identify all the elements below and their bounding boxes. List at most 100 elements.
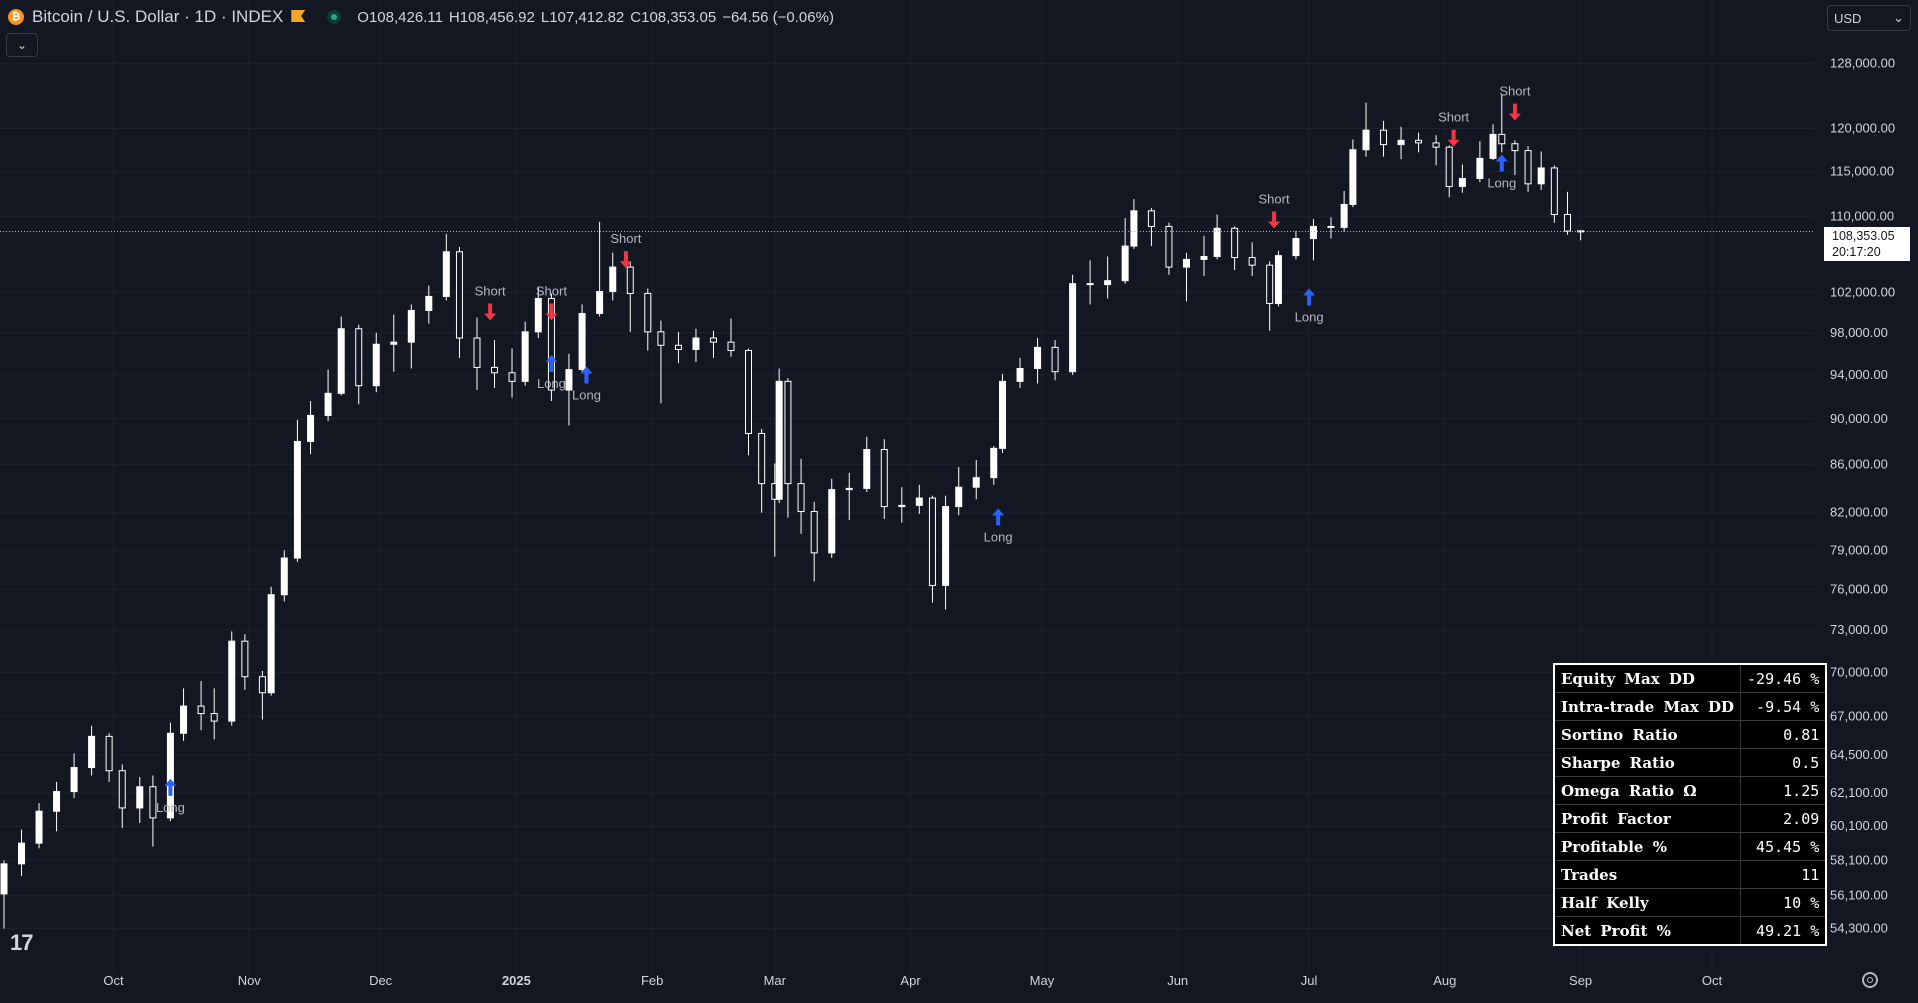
candle-body: [1034, 346, 1042, 369]
currency-label: USD: [1834, 10, 1862, 26]
signal-label-long: Long: [537, 376, 566, 391]
stats-label: Net Profit %: [1553, 916, 1742, 946]
candle-body: [337, 328, 345, 394]
candle-body: [784, 380, 792, 485]
candle-body: [88, 735, 96, 769]
currency-select[interactable]: USD ⌄: [1827, 5, 1911, 31]
candle-body: [228, 640, 236, 722]
candle-body: [1537, 167, 1545, 185]
stats-row: Sortino Ratio 0.81: [1553, 720, 1827, 749]
candle-body: [455, 251, 463, 339]
stats-row: Trades 11: [1553, 860, 1827, 889]
y-tick-label: 58,100.00: [1830, 852, 1888, 867]
candle-body: [674, 344, 682, 350]
y-tick-label: 82,000.00: [1830, 505, 1888, 520]
candle-body: [35, 810, 43, 844]
candle-body: [745, 350, 753, 434]
short-arrow-icon: [1447, 129, 1460, 147]
candle-body: [942, 506, 950, 586]
x-tick-label: Sep: [1569, 973, 1592, 988]
signal-label-short: Short: [1259, 192, 1290, 207]
bitcoin-icon: ₿: [8, 9, 24, 25]
candle-body: [473, 337, 481, 368]
stats-row: Equity Max DD -29.46 %: [1553, 663, 1827, 693]
chevron-down-icon: ⌄: [1893, 10, 1904, 25]
candle-body: [1182, 258, 1190, 268]
candle-body: [915, 497, 923, 506]
candle-body: [1231, 227, 1239, 258]
last-price-value: 108,353.05: [1832, 229, 1895, 243]
candle-body: [442, 251, 450, 297]
candle-body: [136, 786, 144, 809]
y-tick-label: 64,500.00: [1830, 747, 1888, 762]
candle-body: [1445, 146, 1453, 187]
stats-label: Profitable %: [1553, 832, 1742, 861]
long-arrow-icon: [545, 354, 558, 372]
x-tick-label: Dec: [369, 973, 393, 988]
candle-body: [1563, 213, 1571, 232]
candle-body: [180, 705, 188, 734]
long-arrow-icon: [580, 366, 593, 384]
candle-body: [1476, 157, 1484, 179]
signal-label-long: Long: [1487, 176, 1516, 191]
y-tick-label: 115,000.00: [1830, 163, 1894, 178]
market-status-icon: [327, 10, 342, 24]
stats-value: 11: [1740, 860, 1827, 889]
strategy-stats-table: Equity Max DD -29.46 % Intra-trade Max DD -…: [1553, 663, 1828, 946]
long-arrow-icon: [992, 508, 1005, 526]
candle-body: [1550, 167, 1558, 215]
signal-label-short: Short: [536, 284, 567, 299]
candle-body: [210, 713, 218, 722]
long-arrow-icon: [1495, 154, 1508, 172]
flag-icon[interactable]: [291, 10, 305, 24]
signal-label-long: Long: [572, 388, 601, 403]
short-arrow-icon: [545, 303, 558, 321]
candle-body: [0, 863, 8, 895]
candle-body: [1340, 203, 1348, 228]
candle-body: [1104, 280, 1112, 286]
candle-body: [1200, 256, 1208, 260]
candle-body: [1415, 139, 1423, 144]
tradingview-logo[interactable]: 17: [10, 930, 34, 955]
candle-body: [105, 735, 113, 772]
candle-body: [1147, 210, 1155, 227]
candle-body: [1362, 129, 1370, 151]
y-tick-label: 110,000.00: [1830, 208, 1894, 223]
candle-body: [390, 341, 398, 345]
candle-body: [1432, 142, 1440, 148]
gear-icon[interactable]: [1862, 972, 1878, 988]
signal-label-long: Long: [1295, 310, 1324, 325]
stats-row: Omega Ratio Ω 1.25: [1553, 776, 1827, 805]
stats-value: 1.25: [1740, 776, 1827, 805]
y-tick-label: 62,100.00: [1830, 785, 1888, 800]
candle-body: [758, 432, 766, 485]
candle-body: [828, 489, 836, 554]
stats-label: Omega Ratio Ω: [1553, 776, 1742, 805]
short-arrow-icon: [484, 303, 497, 321]
y-tick-label: 70,000.00: [1830, 664, 1888, 679]
candle-body: [880, 449, 888, 508]
stats-value: 45.45 %: [1740, 832, 1827, 861]
y-tick-label: 54,300.00: [1830, 921, 1888, 936]
candle-body: [1498, 133, 1506, 145]
symbol-title[interactable]: Bitcoin / U.S. Dollar · 1D · INDEX: [32, 7, 284, 26]
ohlc-low: L107,412.82: [540, 8, 625, 26]
candle-body: [53, 791, 61, 812]
ohlc-change: −64.56 (−0.06%): [722, 8, 834, 26]
ohlc-readout: O108,426.11 H108,456.92 L107,412.82 C108…: [357, 9, 834, 26]
candle-body: [999, 380, 1007, 449]
candle-body: [644, 292, 652, 333]
candle-body: [307, 414, 315, 442]
candle-body: [118, 770, 126, 809]
candle-body: [1511, 143, 1519, 152]
candle-body: [1248, 256, 1256, 266]
signal-label-short: Short: [1438, 110, 1469, 125]
candle-body: [1349, 149, 1357, 205]
candle-body: [775, 380, 783, 500]
ohlc-close: C108,353.05: [630, 8, 717, 26]
stats-row: Net Profit % 49.21 %: [1553, 916, 1827, 946]
collapse-legend-button[interactable]: ⌄: [6, 33, 38, 57]
candle-body: [1069, 283, 1077, 373]
